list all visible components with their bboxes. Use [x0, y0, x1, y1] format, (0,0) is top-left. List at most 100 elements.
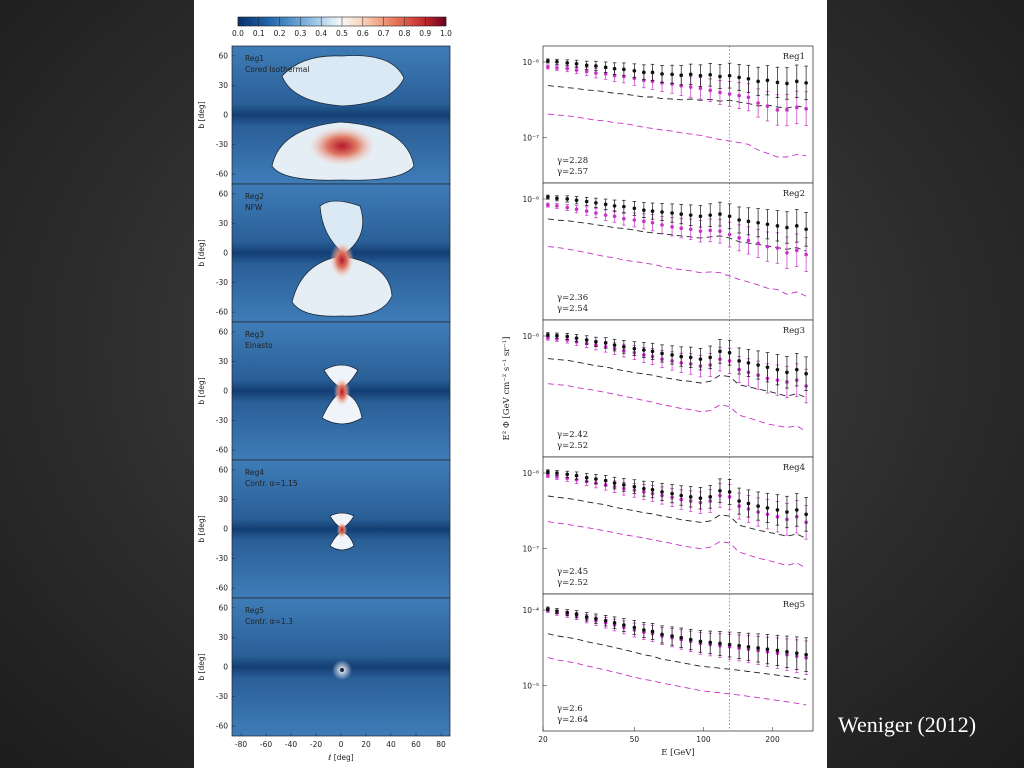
spectrum-y-tick-label: 10⁻⁴ — [522, 606, 539, 615]
total-data-point — [650, 629, 655, 634]
total-data-point — [737, 218, 741, 222]
total-data-point — [756, 646, 760, 650]
residual-data-point — [756, 241, 760, 246]
residual-data-point — [594, 211, 598, 215]
residual-data-point — [546, 203, 550, 207]
residual-data-point — [574, 68, 579, 72]
total-data-point — [555, 196, 559, 201]
total-data-point — [555, 609, 559, 613]
total-data-point — [584, 199, 589, 204]
total-data-point — [612, 620, 617, 625]
map-profile-label: Einasto — [245, 341, 273, 350]
map-l-tick-label: 20 — [361, 740, 371, 749]
gamma-residual-label: γ=2.64 — [557, 715, 588, 725]
spectrum-y-tick-label: 10⁻⁷ — [522, 544, 539, 553]
map-b-tick-label: -30 — [216, 278, 228, 287]
spectrum-region-label: Reg2 — [783, 189, 805, 199]
colorbar-ticks: 0.0 0.1 0.2 0.3 0.4 0.5 0.6 0.7 0.8 0.9 1.0 — [232, 17, 452, 38]
residual-data-point — [698, 229, 703, 233]
residual-data-point — [727, 92, 732, 96]
total-data-point — [650, 349, 655, 354]
paper-figure: 0.0 0.1 0.2 0.3 0.4 0.5 0.6 0.7 0.8 0.9 1.0 Reg1 Co… — [194, 0, 827, 768]
residual-data-point — [794, 248, 799, 253]
map-b-tick-label: 0 — [223, 387, 228, 396]
spectrum-frame — [542, 45, 814, 184]
total-data-point — [546, 59, 550, 63]
residual-data-point — [650, 220, 655, 225]
residual-data-point — [603, 213, 608, 217]
colorbar-tick-label: 0.8 — [398, 29, 410, 38]
total-data-point — [565, 610, 570, 615]
residual-model-line — [547, 657, 807, 706]
total-data-point — [603, 478, 608, 483]
total-data-point — [727, 73, 732, 78]
gamma-total-label: γ=2.6 — [557, 704, 583, 714]
residual-data-point — [804, 106, 808, 111]
map-hotspot — [334, 378, 350, 406]
total-data-point — [612, 481, 617, 485]
total-data-point — [670, 491, 674, 496]
total-data-point — [612, 343, 617, 347]
map-b-tick-label: -60 — [216, 722, 228, 731]
colorbar-tick-label: 0.9 — [419, 29, 431, 38]
residual-data-point — [546, 65, 550, 69]
total-data-point — [622, 67, 626, 72]
total-data-point — [584, 475, 589, 480]
total-data-point — [574, 336, 579, 340]
residual-data-point — [642, 78, 646, 83]
spectrum-y-tick-label: 10⁻⁶ — [522, 195, 539, 204]
map-region-label: Reg3 — [245, 330, 264, 339]
total-data-point — [594, 201, 598, 205]
total-data-point — [574, 198, 579, 202]
total-data-point — [594, 616, 598, 621]
spectrum-frame — [542, 456, 814, 595]
total-data-point — [603, 202, 608, 207]
map-region-label: Reg5 — [245, 606, 264, 615]
total-data-point — [775, 224, 780, 228]
map-l-axis-label: ℓ [deg] — [327, 753, 354, 762]
gamma-residual-label: γ=2.52 — [557, 578, 588, 588]
residual-data-point — [660, 223, 664, 227]
residual-data-point — [718, 90, 722, 95]
total-data-point — [584, 615, 589, 619]
map-contour-upper — [329, 512, 355, 529]
sky-map-panel-reg4: Reg4 Contr. α=1.15 60 30 0 -30 -60 b [deg] — [197, 459, 451, 599]
map-b-axis-label: b [deg] — [197, 653, 206, 680]
residual-data-point — [785, 108, 789, 112]
total-data-point — [565, 334, 570, 339]
total-data-point — [708, 72, 713, 77]
total-data-point — [765, 506, 770, 510]
total-data-point — [650, 209, 655, 213]
total-data-point — [756, 504, 760, 508]
spectrum-y-tick-label: 10⁻⁷ — [522, 133, 539, 142]
map-b-tick-label: 0 — [223, 111, 228, 120]
total-data-point — [546, 332, 550, 337]
spectrum-region-label: Reg4 — [783, 463, 805, 473]
residual-data-point — [708, 88, 713, 93]
residual-model-line — [547, 113, 807, 158]
total-data-point — [785, 649, 789, 654]
map-b-tick-label: -60 — [216, 584, 228, 593]
gamma-total-label: γ=2.36 — [557, 293, 588, 303]
total-data-point — [632, 69, 637, 73]
map-region-label: Reg4 — [245, 468, 264, 477]
total-data-point — [746, 644, 751, 649]
total-data-point — [698, 496, 703, 500]
residual-data-point — [727, 232, 732, 237]
map-b-tick-label: 30 — [218, 357, 228, 366]
residual-data-point — [670, 82, 674, 86]
total-data-point — [785, 370, 789, 375]
map-b-tick-label: 30 — [218, 633, 228, 642]
map-l-tick-label: 40 — [386, 740, 396, 749]
total-data-point — [746, 219, 751, 224]
total-data-point — [642, 70, 646, 75]
total-data-point — [688, 355, 693, 360]
map-b-tick-label: 60 — [218, 51, 228, 60]
spectrum-panel-reg3: Reg3 10⁻⁶ γ=2.42γ=2.52 — [522, 319, 814, 458]
background-model-line — [547, 85, 807, 109]
total-data-point — [642, 348, 646, 352]
total-data-point — [746, 77, 751, 81]
residual-data-point — [737, 236, 741, 240]
colorbar-tick-label: 0.2 — [274, 29, 286, 38]
map-profile-label: Contr. α=1.3 — [245, 617, 293, 626]
